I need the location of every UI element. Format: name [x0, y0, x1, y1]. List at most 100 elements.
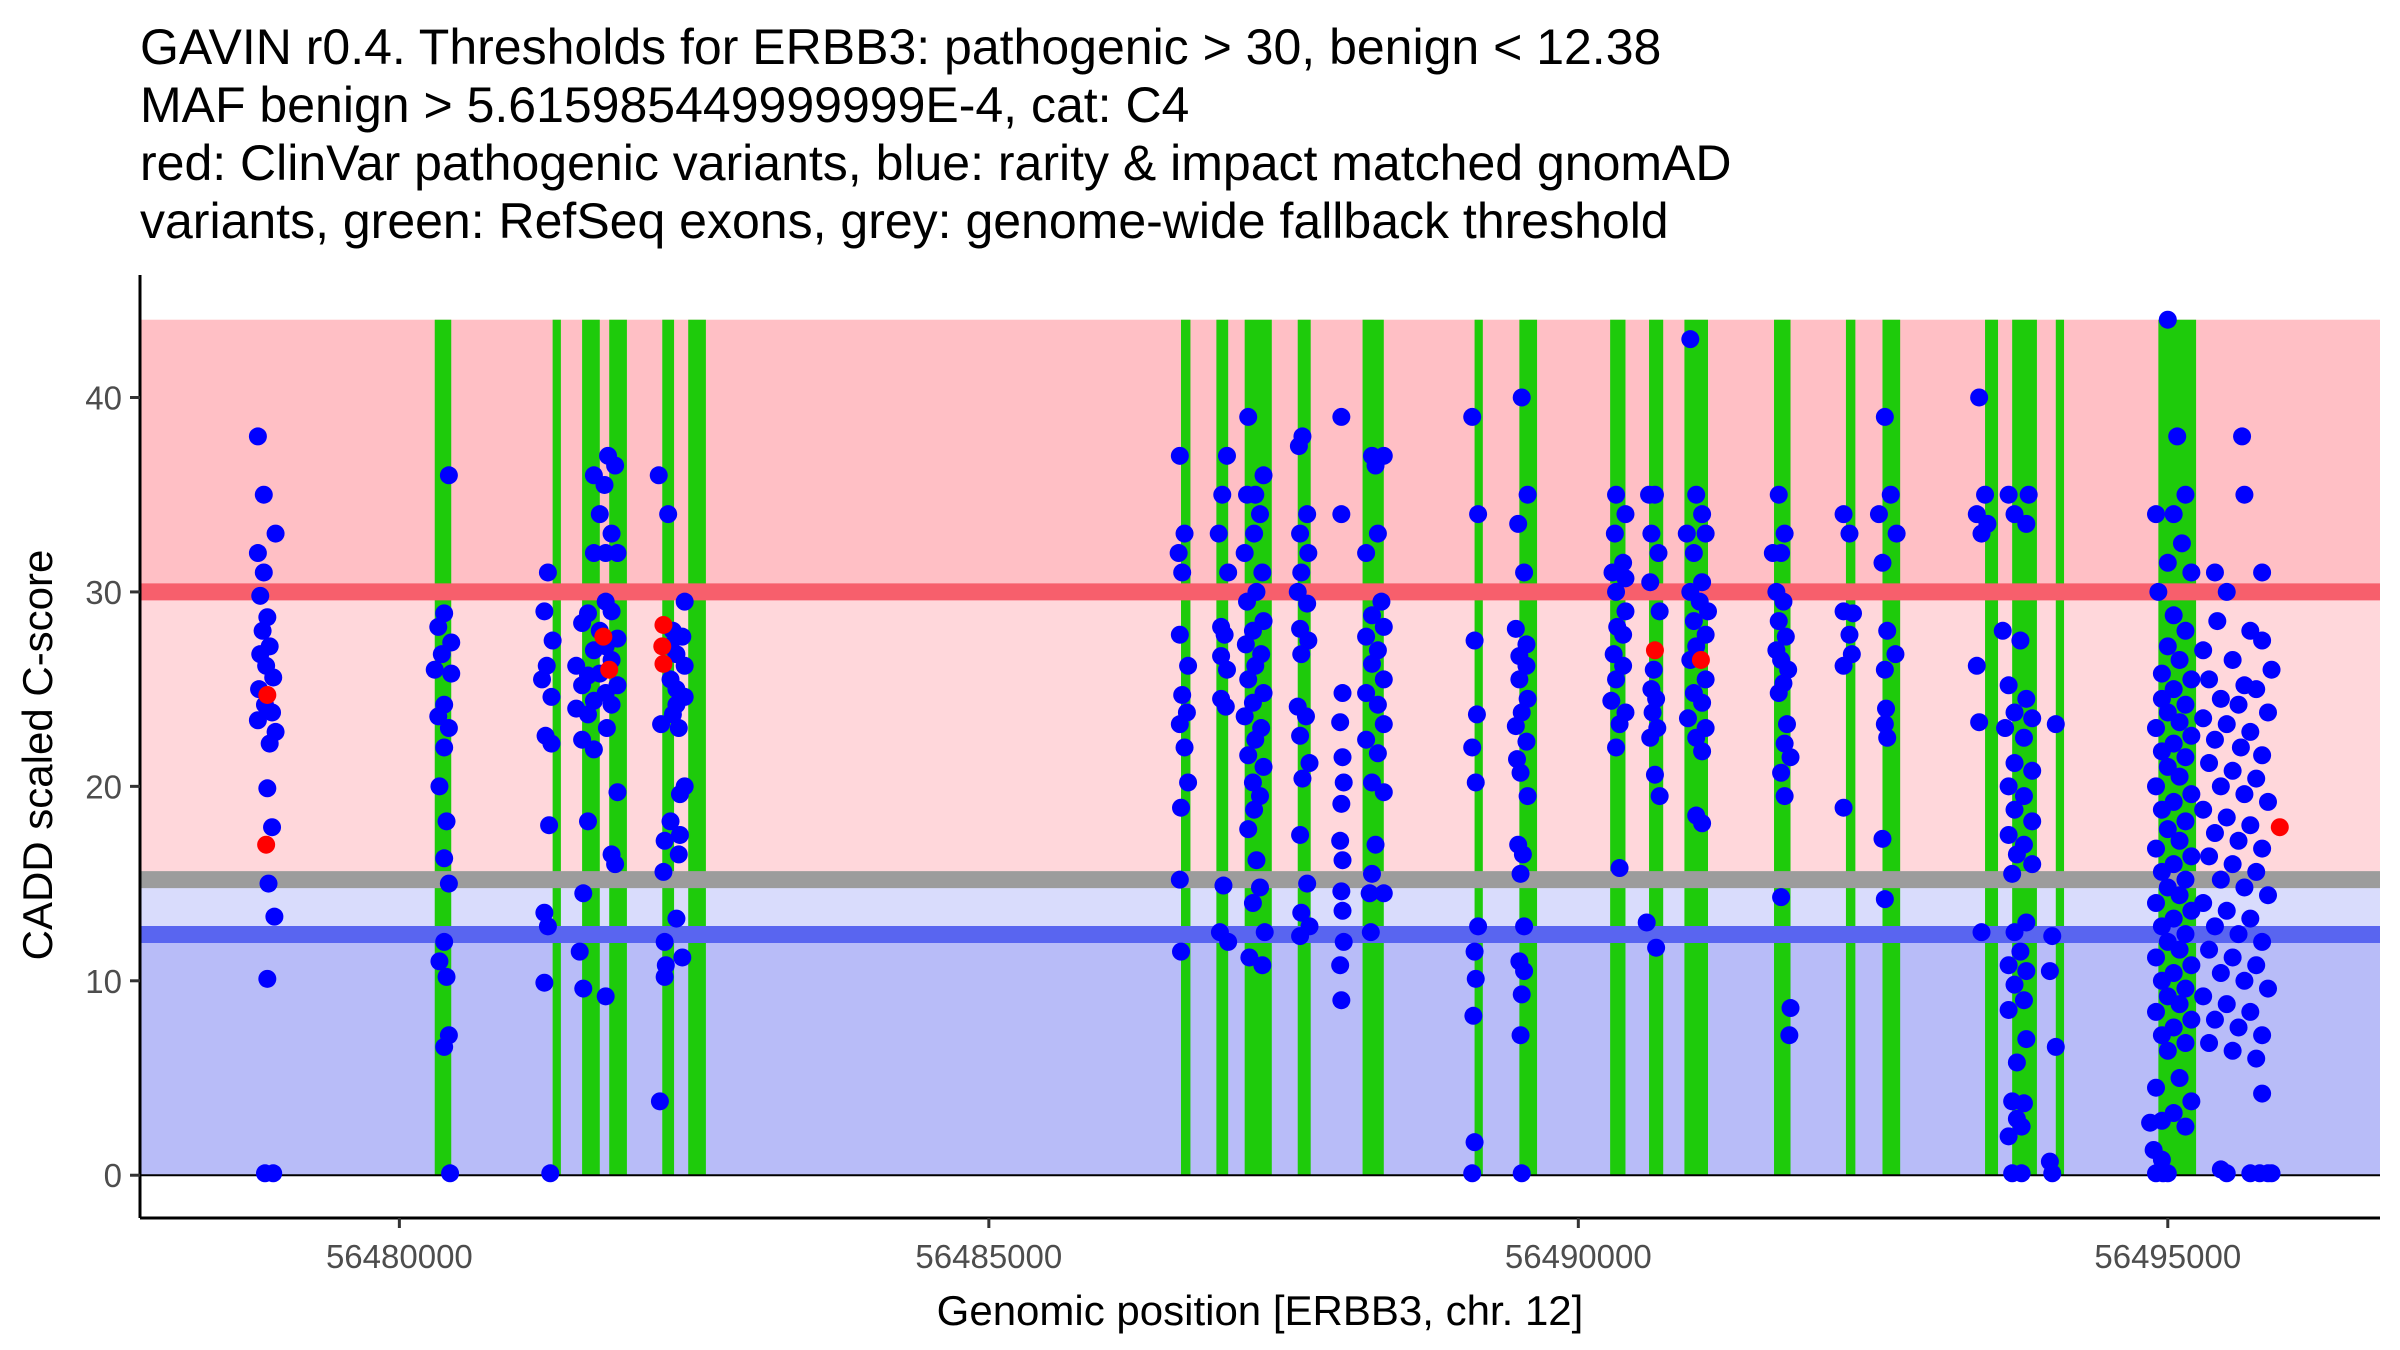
gnomad-point-548: [2235, 878, 2254, 897]
gnomad-point-307: [1644, 660, 1663, 679]
gnomad-point-457: [2182, 726, 2201, 745]
gnomad-point-212: [1333, 748, 1352, 767]
gnomad-point-340: [1769, 485, 1788, 504]
gnomad-point-395: [2011, 631, 2030, 650]
exon-bar-15: [1649, 319, 1664, 1176]
gnomad-point-542: [2229, 831, 2248, 850]
gnomad-point-101: [675, 592, 694, 611]
gnomad-point-305: [1641, 573, 1660, 592]
gnomad-point-279: [1515, 962, 1534, 981]
gnomad-point-197: [1292, 645, 1311, 664]
gnomad-point-4: [248, 544, 267, 563]
gnomad-point-166: [1236, 635, 1255, 654]
gnomad-point-539: [2217, 808, 2236, 827]
gnomad-point-445: [2164, 606, 2183, 625]
gnomad-point-570: [2247, 1049, 2266, 1068]
gnomad-point-317: [1681, 330, 1700, 349]
gnomad-point-467: [2176, 812, 2195, 831]
gnomad-point-78: [595, 475, 614, 494]
gnomad-point-531: [2253, 746, 2272, 765]
gnomad-point-151: [1214, 876, 1233, 895]
gnomad-point-192: [1292, 563, 1311, 582]
gnomad-point-237: [1357, 730, 1376, 749]
gnomad-point-157: [1238, 485, 1257, 504]
gnomad-point-532: [2200, 754, 2219, 773]
gnomad-point-163: [1238, 592, 1257, 611]
gnomad-point-3: [266, 524, 285, 543]
gnomad-point-135: [1170, 715, 1189, 734]
gnomad-point-280: [1512, 985, 1531, 1004]
x-tick-label-56480000: 56480000: [326, 1238, 473, 1275]
gnomad-point-427: [1999, 1127, 2018, 1146]
gnomad-point-266: [1510, 670, 1529, 689]
gnomad-point-476: [2170, 886, 2189, 905]
gnomad-point-153: [1219, 932, 1238, 951]
gnomad-point-5: [254, 563, 273, 582]
gnomad-point-480: [2152, 917, 2171, 936]
gnomad-point-161: [1253, 563, 1272, 582]
gnomad-point-530: [2231, 738, 2250, 757]
exon-bar-5: [662, 319, 675, 1176]
gnomad-point-396: [1999, 676, 2018, 695]
gnomad-point-243: [1360, 884, 1379, 903]
gnomad-point-234: [1357, 684, 1376, 703]
gnomad-point-186: [1253, 956, 1272, 975]
gnomad-point-334: [1678, 709, 1697, 728]
gnomad-point-407: [2023, 812, 2042, 831]
gnomad-point-557: [2223, 948, 2242, 967]
gnomad-point-77: [606, 456, 625, 475]
gnomad-point-119: [669, 845, 688, 864]
gnomad-point-497: [2170, 1069, 2189, 1088]
gnomad-point-215: [1331, 831, 1350, 850]
gnomad-point-541: [2205, 824, 2224, 843]
gnomad-point-66: [573, 676, 592, 695]
gnomad-point-410: [2007, 845, 2026, 864]
gnomad-point-131: [1170, 625, 1189, 644]
gnomad-point-265: [1517, 656, 1536, 675]
gnomad-point-416: [1999, 956, 2018, 975]
gnomad-point-388: [1970, 713, 1989, 732]
x-axis-title: Genomic position [ERBB3, chr. 12]: [937, 1287, 1584, 1334]
gnomad-point-371: [1869, 505, 1888, 524]
gnomad-point-72: [579, 812, 597, 831]
gnomad-point-527: [2217, 715, 2236, 734]
gnomad-point-510: [2235, 485, 2254, 504]
chart-title-line-3: red: ClinVar pathogenic variants, blue: …: [140, 135, 1732, 191]
gnomad-point-553: [2205, 917, 2224, 936]
gnomad-point-535: [2211, 777, 2230, 796]
gnomad-point-473: [2152, 862, 2171, 881]
gnomad-point-326: [1699, 602, 1717, 621]
gnomad-point-430: [2046, 715, 2065, 734]
gnomad-point-568: [2200, 1034, 2219, 1053]
gnomad-point-201: [1300, 754, 1319, 773]
gnomad-point-202: [1293, 769, 1312, 788]
exon-bar-6: [688, 319, 706, 1176]
y-axis-title: CADD scaled C-score: [14, 550, 61, 961]
gnomad-point-260: [1509, 514, 1528, 533]
gnomad-point-191: [1299, 544, 1318, 563]
gnomad-point-456: [2147, 719, 2165, 738]
gnomad-point-284: [1616, 505, 1635, 524]
gnomad-point-426: [2012, 1117, 2031, 1136]
gnomad-point-559: [2211, 964, 2230, 983]
axes: 0 10 20 30 40 56480000 56485000 56490000 5649500…: [85, 275, 2380, 1275]
gnomad-point-12: [264, 668, 283, 687]
gnomad-point-136: [1175, 738, 1194, 757]
gnomad-point-536: [2235, 785, 2254, 804]
gnomad-point-383: [1976, 485, 1995, 504]
gnomad-point-505: [2152, 1150, 2171, 1169]
gnomad-point-35: [439, 719, 458, 738]
gnomad-point-408: [1999, 825, 2018, 844]
gnomad-point-112: [652, 715, 671, 734]
gnomad-point-380: [1873, 829, 1892, 848]
gnomad-point-534: [2247, 769, 2266, 788]
gnomad-point-188: [1289, 437, 1308, 456]
gnomad-point-516: [2241, 621, 2260, 640]
gnomad-point-225: [1368, 524, 1387, 543]
gnomad-point-523: [2211, 689, 2230, 708]
gnomad-point-165: [1243, 621, 1262, 640]
gnomad-point-488: [2176, 979, 2195, 998]
gnomad-point-354: [1775, 734, 1794, 753]
gnomad-point-123: [673, 948, 692, 967]
